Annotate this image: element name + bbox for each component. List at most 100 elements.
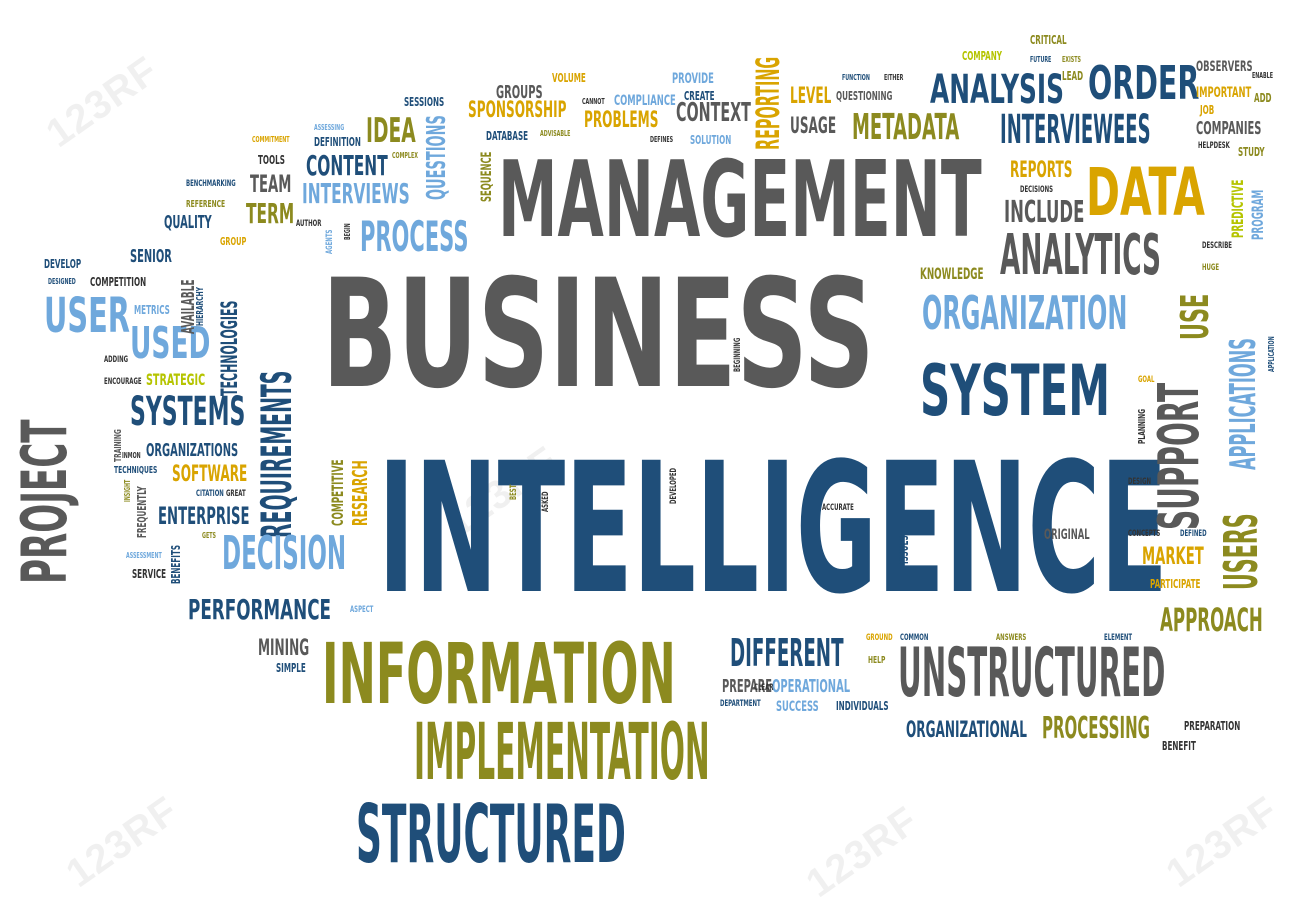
word-organizations: ORGANIZATIONS bbox=[146, 440, 239, 461]
word-function: FUNCTION bbox=[842, 73, 870, 82]
word-accurate: ACCURATE bbox=[822, 503, 854, 513]
word-project: PROJECT bbox=[8, 419, 81, 584]
word-huge: HUGE bbox=[1202, 263, 1220, 273]
word-compliance: COMPLIANCE bbox=[614, 93, 676, 109]
watermark: 123RF bbox=[38, 48, 167, 156]
word-quality: QUALITY bbox=[164, 212, 212, 233]
word-decisions: DECISIONS bbox=[1020, 185, 1054, 195]
word-content: CONTENT bbox=[306, 149, 388, 182]
word-assessment: ASSESSMENT bbox=[126, 551, 162, 560]
word-knowledge: KNOWLEDGE bbox=[920, 264, 984, 283]
word-advisable: ADVISABLE bbox=[540, 129, 571, 138]
word-applications: APPLICATIONS bbox=[1223, 338, 1264, 470]
word-application: APPLICATION bbox=[1267, 336, 1276, 372]
word-competitive: COMPETITIVE bbox=[328, 459, 347, 526]
word-future: FUTURE bbox=[1030, 55, 1052, 64]
word-group: GROUP bbox=[220, 235, 247, 248]
word-service: SERVICE bbox=[132, 567, 167, 581]
word-business: BUSINESS bbox=[322, 248, 875, 422]
word-insight: INSIGHT bbox=[123, 479, 132, 502]
word-create: CREATE bbox=[684, 89, 715, 103]
word-reports: REPORTS bbox=[1010, 158, 1073, 183]
word-commitment: COMMITMENT bbox=[252, 135, 290, 144]
word-processing: PROCESSING bbox=[1042, 711, 1150, 746]
word-data: DATA bbox=[1086, 154, 1205, 231]
word-sponsorship: SPONSORSHIP bbox=[468, 98, 567, 123]
word-inmon: INMON bbox=[122, 451, 141, 460]
word-groups: GROUPS bbox=[496, 82, 543, 103]
word-competition: COMPETITION bbox=[90, 275, 147, 289]
word-great: GREAT bbox=[226, 489, 246, 499]
word-market: MARKET bbox=[1142, 542, 1204, 570]
word-unstructured: UNSTRUCTURED bbox=[898, 634, 1166, 713]
word-organizational: ORGANIZATIONAL bbox=[906, 718, 1027, 743]
watermark: 123RF bbox=[58, 788, 187, 896]
word-users: USERS bbox=[1214, 513, 1268, 590]
word-database: DATABASE bbox=[486, 129, 529, 143]
word-analytics: ANALYTICS bbox=[1000, 223, 1162, 288]
word-exists: EXISTS bbox=[1062, 55, 1081, 64]
word-participate: PARTICIPATE bbox=[1150, 577, 1201, 591]
word-design: DESIGN bbox=[1128, 477, 1152, 487]
word-help: HELP bbox=[868, 655, 886, 666]
word-approach: APPROACH bbox=[1160, 601, 1263, 639]
word-begin: BEGIN bbox=[343, 223, 352, 240]
word-assessing: ASSESSING bbox=[314, 123, 345, 132]
word-critical: CRITICAL bbox=[1030, 33, 1067, 47]
word-prepare: PREPARE bbox=[722, 676, 773, 697]
word-benefits: BENEFITS bbox=[169, 544, 183, 584]
watermark: 123RF bbox=[1158, 788, 1287, 896]
word-mining: MINING bbox=[258, 636, 310, 661]
word-simple: SIMPLE bbox=[276, 661, 306, 675]
word-analysis: ANALYSIS bbox=[930, 67, 1064, 113]
word-questions: QUESTIONS bbox=[422, 115, 452, 200]
word-requirements: REQUIREMENTS bbox=[252, 370, 301, 538]
word-research: RESEARCH bbox=[348, 460, 372, 526]
word-preparation: PREPARATION bbox=[1184, 719, 1241, 733]
word-techniques: TECHNIQUES bbox=[114, 465, 158, 476]
word-adding: ADDING bbox=[104, 355, 129, 365]
word-use: USE bbox=[1173, 293, 1217, 340]
word-observers: OBSERVERS bbox=[1196, 59, 1253, 75]
word-operational: OPERATIONAL bbox=[772, 676, 851, 697]
word-performance: PERFORMANCE bbox=[188, 593, 332, 626]
word-reporting: REPORTING bbox=[749, 56, 787, 150]
word-company: COMPANY bbox=[962, 49, 1003, 63]
word-goal: GOAL bbox=[1138, 375, 1155, 385]
word-questioning: QUESTIONING bbox=[836, 89, 893, 103]
word-agents: AGENTS bbox=[325, 229, 335, 254]
word-gets: GETS bbox=[202, 531, 216, 540]
word-department: DEPARTMENT bbox=[720, 699, 761, 709]
word-enterprise: ENTERPRISE bbox=[158, 502, 250, 530]
word-volume: VOLUME bbox=[552, 71, 586, 85]
word-different: DIFFERENT bbox=[730, 631, 844, 675]
word-answers: ANSWERS bbox=[996, 633, 1027, 643]
word-team: TEAM bbox=[250, 170, 292, 198]
word-idea: IDEA bbox=[366, 111, 416, 151]
word-add: ADD bbox=[1254, 91, 1272, 105]
word-provide: PROVIDE bbox=[672, 71, 714, 87]
word-ground: GROUND bbox=[866, 633, 893, 643]
word-support: SUPPORT bbox=[1147, 382, 1212, 530]
watermark: 123RF bbox=[798, 798, 927, 906]
word-level: LEVEL bbox=[790, 84, 832, 109]
word-user: USER bbox=[44, 288, 130, 344]
word-benefit: BENEFIT bbox=[1162, 739, 1196, 753]
word-original: ORIGINAL bbox=[1044, 527, 1090, 543]
word-senior: SENIOR bbox=[130, 246, 172, 267]
word-cannot: CANNOT bbox=[582, 97, 605, 106]
word-decision: DECISION bbox=[222, 526, 347, 580]
word-enable: ENABLE bbox=[1252, 71, 1274, 80]
word-aspect: ASPECT bbox=[350, 605, 374, 615]
word-individuals: INDIVIDUALS bbox=[836, 699, 889, 713]
word-best: BEST bbox=[509, 484, 519, 500]
word-structured: STRUCTURED bbox=[356, 788, 626, 881]
word-defines: DEFINES bbox=[650, 135, 674, 144]
word-issues: ISSUES bbox=[897, 535, 911, 564]
word-reference: REFERENCE bbox=[186, 199, 226, 210]
word-term: TERM bbox=[246, 197, 295, 230]
word-implementation: IMPLEMENTATION bbox=[414, 708, 710, 798]
word-defined: DEFINED bbox=[1180, 529, 1207, 539]
word-process: PROCESS bbox=[360, 212, 469, 261]
